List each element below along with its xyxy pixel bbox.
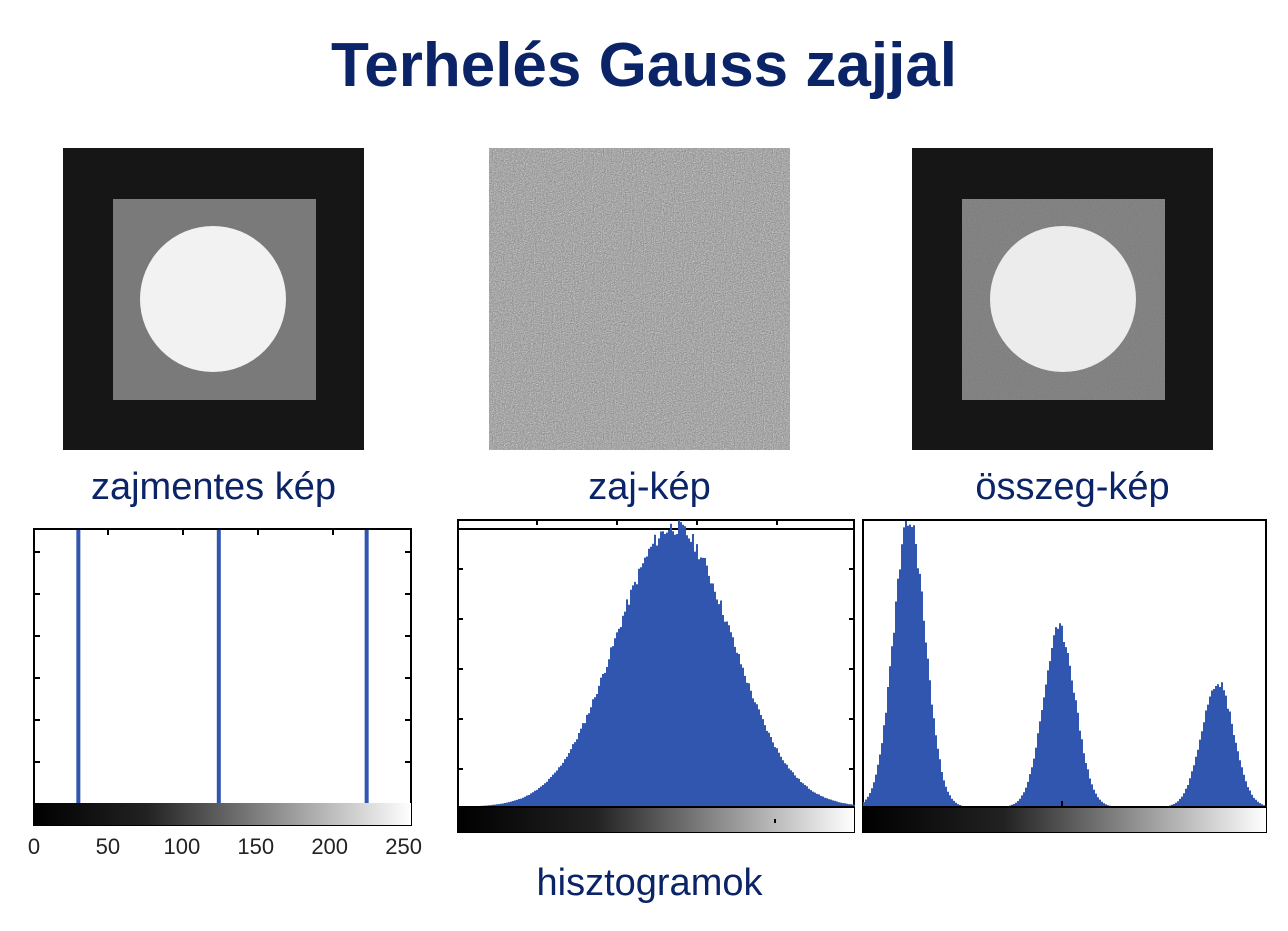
histogram-clean <box>33 528 412 826</box>
histogram-noise <box>457 519 855 833</box>
x-tick-label: 50 <box>95 834 121 859</box>
sum-image <box>912 148 1213 450</box>
caption-histograms: hisztogramok <box>536 862 763 904</box>
x-tick-label: 0 <box>27 834 41 859</box>
noise-image <box>489 148 790 450</box>
white-circle-noisy <box>990 226 1136 372</box>
clean-image <box>63 148 364 450</box>
caption-clean: zajmentes kép <box>90 466 336 508</box>
histogram-sum <box>862 519 1267 833</box>
histogram-three-peaks-area <box>863 521 1267 807</box>
x-tick-label: 250 <box>385 834 422 859</box>
histogram-gaussian-area <box>458 520 855 807</box>
x-tick-label: 200 <box>311 834 349 859</box>
x-tick-label: 100 <box>163 834 201 859</box>
caption-sum: összeg-kép <box>975 466 1170 508</box>
colorbar <box>34 803 411 825</box>
slide-title: Terhelés Gauss zajjal <box>330 31 958 100</box>
x-tick-label: 150 <box>237 834 275 859</box>
white-circle <box>140 226 286 372</box>
caption-noise: zaj-kép <box>588 466 711 508</box>
